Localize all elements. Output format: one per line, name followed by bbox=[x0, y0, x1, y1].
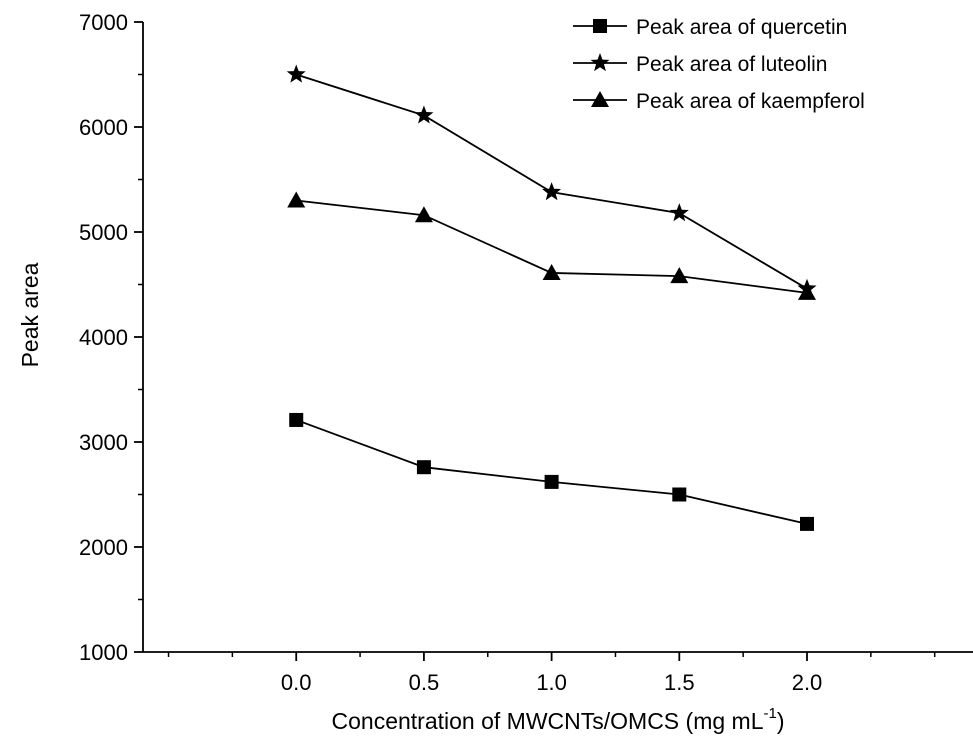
y-tick-label: 1000 bbox=[79, 640, 128, 665]
y-tick-label: 4000 bbox=[79, 325, 128, 350]
legend-marker-star bbox=[590, 53, 610, 72]
data-point-square bbox=[289, 412, 304, 427]
data-point-star bbox=[669, 203, 689, 222]
series-triangle bbox=[287, 191, 816, 300]
series-line bbox=[295, 419, 808, 525]
y-tick-label: 6000 bbox=[79, 115, 128, 140]
series-layer bbox=[286, 64, 817, 531]
data-point-star bbox=[286, 64, 306, 83]
data-point-square bbox=[416, 460, 431, 475]
legend-label: Peak area of quercetin bbox=[636, 16, 847, 39]
data-point-square bbox=[672, 487, 687, 502]
data-point-triangle bbox=[798, 283, 816, 300]
data-point-square bbox=[544, 474, 559, 489]
legend-entry: Peak area of kaempferol bbox=[573, 90, 865, 113]
x-tick-label: 2.0 bbox=[792, 670, 823, 695]
data-point-star bbox=[542, 182, 562, 201]
y-tick-label: 2000 bbox=[79, 535, 128, 560]
x-tick-label: 0.0 bbox=[281, 670, 312, 695]
x-tick-label: 1.0 bbox=[536, 670, 567, 695]
legend: Peak area of quercetin Peak area of luteo… bbox=[573, 16, 865, 113]
legend-label: Peak area of kaempferol bbox=[636, 90, 865, 113]
x-axis-title: Concentration of MWCNTs/OMCS (mg mL-1) bbox=[332, 705, 785, 734]
x-axis-title-close: ) bbox=[777, 708, 785, 734]
y-axis-title: Peak area bbox=[17, 262, 43, 367]
data-point-triangle bbox=[670, 267, 689, 284]
legend-marker-triangle bbox=[591, 91, 609, 107]
x-tick-label: 0.5 bbox=[409, 670, 440, 695]
data-point-triangle bbox=[287, 191, 306, 208]
x-axis-title-superscript: -1 bbox=[763, 705, 776, 722]
x-tick-label: 1.5 bbox=[664, 670, 695, 695]
data-point-square bbox=[800, 516, 814, 531]
x-axis-title-main: Concentration of MWCNTs/OMCS (mg mL bbox=[332, 708, 764, 734]
y-tick-label: 7000 bbox=[79, 10, 128, 35]
data-point-triangle bbox=[542, 263, 561, 280]
data-point-triangle bbox=[414, 206, 433, 223]
legend-entry: Peak area of luteolin bbox=[573, 53, 827, 76]
legend-marker-square bbox=[593, 19, 607, 33]
data-point-star bbox=[414, 105, 434, 124]
axes bbox=[142, 22, 973, 653]
legend-label: Peak area of luteolin bbox=[636, 53, 827, 76]
legend-entry: Peak area of quercetin bbox=[573, 16, 847, 39]
y-tick-label: 3000 bbox=[79, 430, 128, 455]
series-square bbox=[289, 412, 814, 531]
y-tick-label: 5000 bbox=[79, 220, 128, 245]
ticks: 1000 2000 3000 4000 5000 6000 7000 0.0 0.5 1.0 1.5… bbox=[79, 10, 936, 695]
